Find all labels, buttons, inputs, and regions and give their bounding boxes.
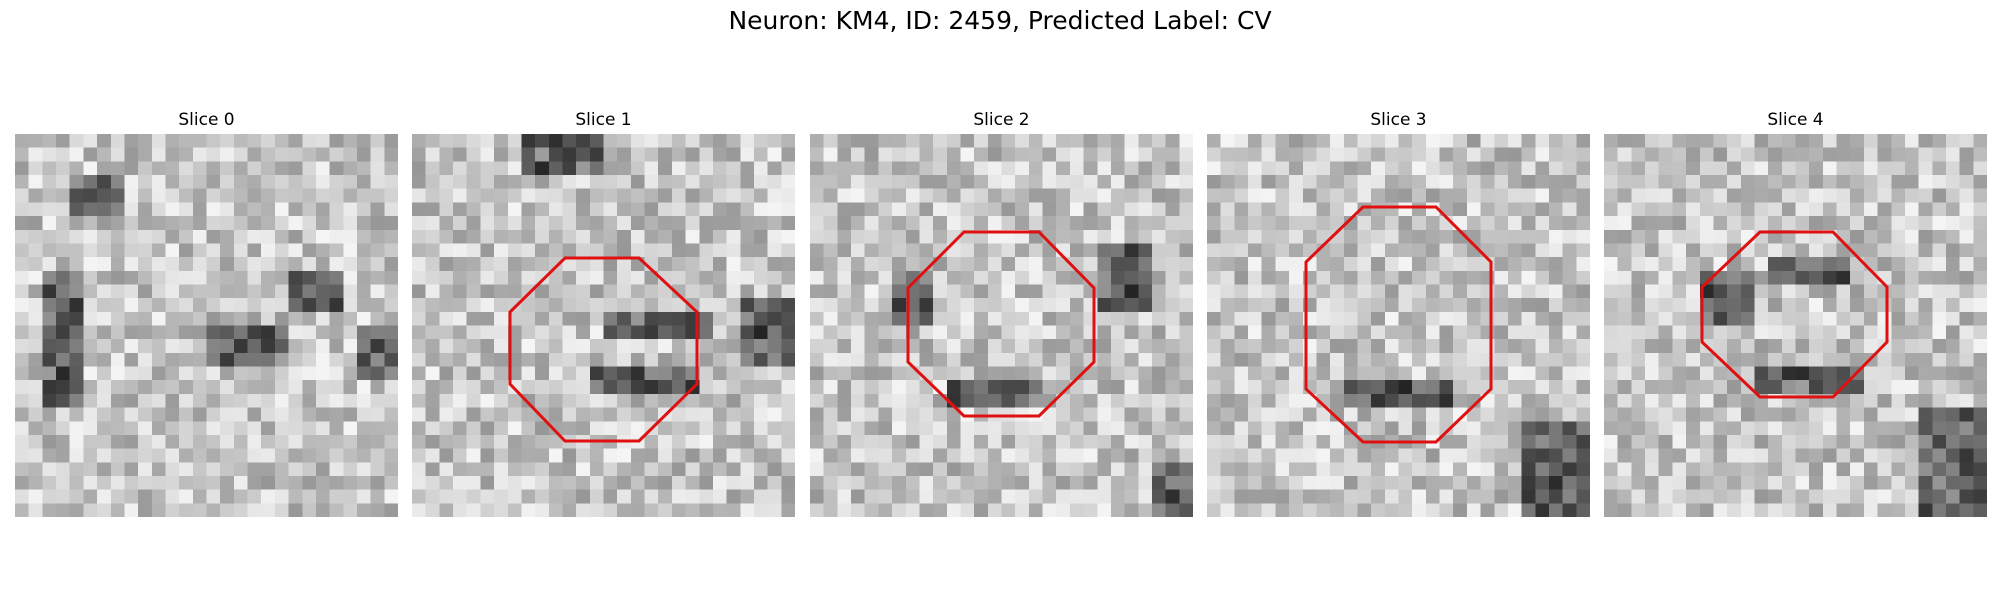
octagon-outline xyxy=(1304,205,1493,444)
slice-image xyxy=(810,134,1193,517)
panel-slice-3: Slice 3 xyxy=(1207,110,1590,517)
slice-image xyxy=(1207,134,1590,517)
slice-canvas xyxy=(15,134,398,517)
panel-slice-0: Slice 0 xyxy=(15,110,398,517)
slice-image xyxy=(1604,134,1987,517)
panel-title: Slice 0 xyxy=(178,110,235,130)
slice-canvas xyxy=(1604,134,1987,517)
slice-canvas xyxy=(412,134,795,517)
panel-slice-4: Slice 4 xyxy=(1604,110,1987,517)
panel-slice-1: Slice 1 xyxy=(412,110,795,517)
slice-image xyxy=(15,134,398,517)
slice-image xyxy=(412,134,795,517)
figure-title: Neuron: KM4, ID: 2459, Predicted Label: … xyxy=(728,6,1272,35)
panel-title: Slice 2 xyxy=(973,110,1030,130)
panel-title: Slice 4 xyxy=(1767,110,1824,130)
panel-slice-2: Slice 2 xyxy=(810,110,1193,517)
octagon-outline xyxy=(1700,230,1889,399)
octagon-outline xyxy=(508,256,699,443)
panel-title: Slice 3 xyxy=(1370,110,1427,130)
panel-title: Slice 1 xyxy=(575,110,632,130)
slice-canvas xyxy=(1207,134,1590,517)
octagon-outline xyxy=(906,230,1096,418)
slice-canvas xyxy=(810,134,1193,517)
